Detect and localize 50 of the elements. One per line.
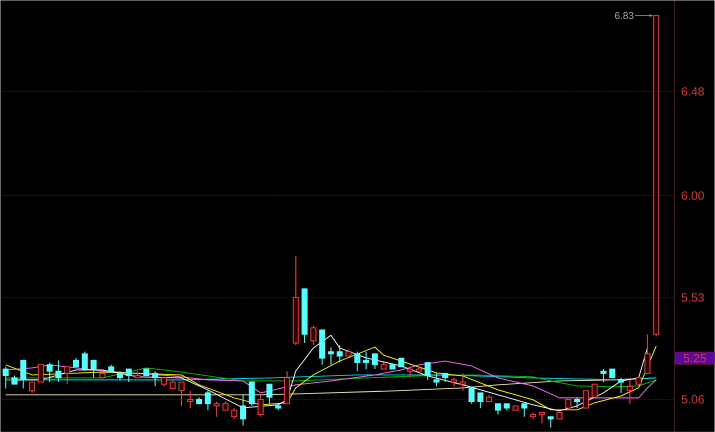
candlestick bbox=[363, 351, 370, 370]
candlestick bbox=[354, 351, 360, 372]
candlestick bbox=[64, 366, 70, 385]
candlestick bbox=[126, 368, 132, 382]
candlestick bbox=[626, 379, 633, 404]
candlestick bbox=[468, 386, 475, 404]
candlestick bbox=[644, 334, 650, 374]
y-tick-label: 6.48 bbox=[682, 87, 704, 96]
candlestick bbox=[248, 381, 255, 406]
candlestick bbox=[214, 400, 220, 418]
annotation: 6.83 bbox=[615, 12, 634, 19]
candlestick bbox=[582, 390, 589, 408]
candlestick bbox=[548, 416, 554, 428]
candlestick bbox=[204, 390, 211, 411]
candlestick bbox=[328, 346, 334, 366]
candlestick bbox=[538, 412, 545, 424]
candlestick bbox=[152, 370, 158, 387]
candlestick bbox=[460, 372, 466, 392]
candlestick bbox=[310, 325, 316, 346]
candlestick bbox=[2, 366, 9, 389]
candlestick bbox=[477, 392, 484, 408]
candlestick bbox=[258, 394, 264, 418]
candlestick bbox=[55, 360, 62, 382]
candlestick bbox=[433, 372, 440, 387]
line-series bbox=[5, 367, 657, 388]
candlestick bbox=[407, 366, 414, 378]
y-tick-label: 6.00 bbox=[682, 191, 704, 200]
candlestick bbox=[521, 403, 528, 418]
candlestick bbox=[336, 344, 343, 363]
candlestick bbox=[574, 396, 580, 408]
candlestick bbox=[240, 394, 246, 426]
candlestick bbox=[90, 360, 97, 378]
y-tick-label: 5.06 bbox=[682, 395, 704, 404]
candlestick bbox=[178, 381, 184, 406]
candlestick bbox=[46, 362, 53, 382]
candlestick bbox=[187, 390, 194, 408]
candlestick bbox=[266, 384, 272, 404]
candlestick bbox=[494, 403, 501, 415]
candlestick bbox=[82, 351, 88, 372]
candlestick bbox=[20, 360, 26, 389]
candlestick bbox=[231, 407, 238, 420]
y-tick-label: 5.53 bbox=[682, 293, 704, 302]
candlestick bbox=[424, 362, 431, 380]
annotation: 5.25 bbox=[684, 354, 706, 362]
candlestick bbox=[600, 368, 606, 382]
candlestick bbox=[29, 381, 36, 394]
candlestick bbox=[372, 353, 378, 370]
candlestick bbox=[618, 377, 624, 394]
candlestick bbox=[592, 384, 598, 398]
candlestick bbox=[38, 364, 44, 382]
